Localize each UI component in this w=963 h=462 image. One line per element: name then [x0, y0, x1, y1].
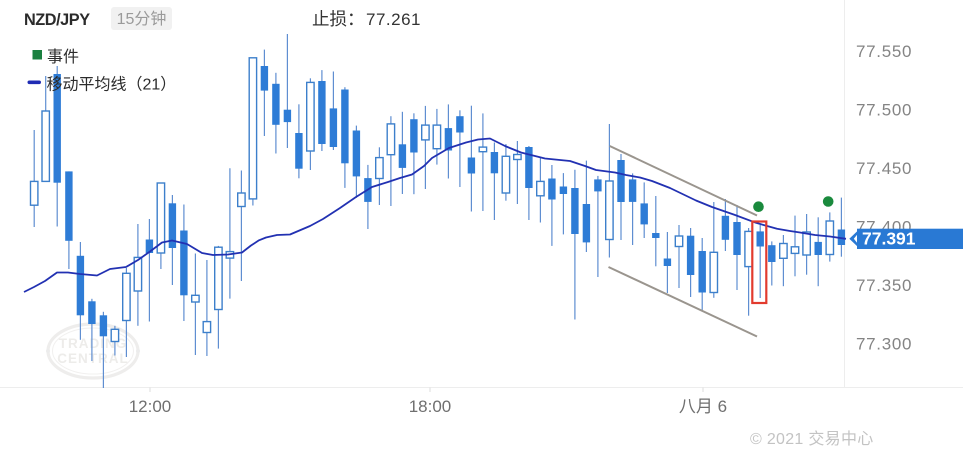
- svg-text:77.450: 77.450: [856, 159, 912, 178]
- svg-text:77.261: 77.261: [366, 10, 421, 29]
- svg-text:事件: 事件: [47, 48, 79, 66]
- svg-text:止损：: 止损：: [312, 9, 365, 29]
- svg-text:18:00: 18:00: [409, 397, 452, 416]
- svg-text:77.350: 77.350: [856, 276, 912, 295]
- svg-text:77.500: 77.500: [856, 101, 912, 120]
- svg-text:12:00: 12:00: [129, 397, 172, 416]
- svg-text:移动平均线（21）: 移动平均线（21）: [47, 76, 177, 94]
- svg-text:77.550: 77.550: [856, 42, 912, 61]
- svg-text:© 2021 交易中心: © 2021 交易中心: [750, 430, 874, 448]
- svg-text:77.300: 77.300: [856, 335, 912, 354]
- svg-text:15分钟: 15分钟: [117, 10, 167, 28]
- svg-text:77.391: 77.391: [862, 228, 916, 248]
- svg-text:八月 6: 八月 6: [679, 397, 727, 416]
- svg-text:NZD/JPY: NZD/JPY: [24, 11, 90, 29]
- svg-text:CENTRAL: CENTRAL: [57, 351, 129, 366]
